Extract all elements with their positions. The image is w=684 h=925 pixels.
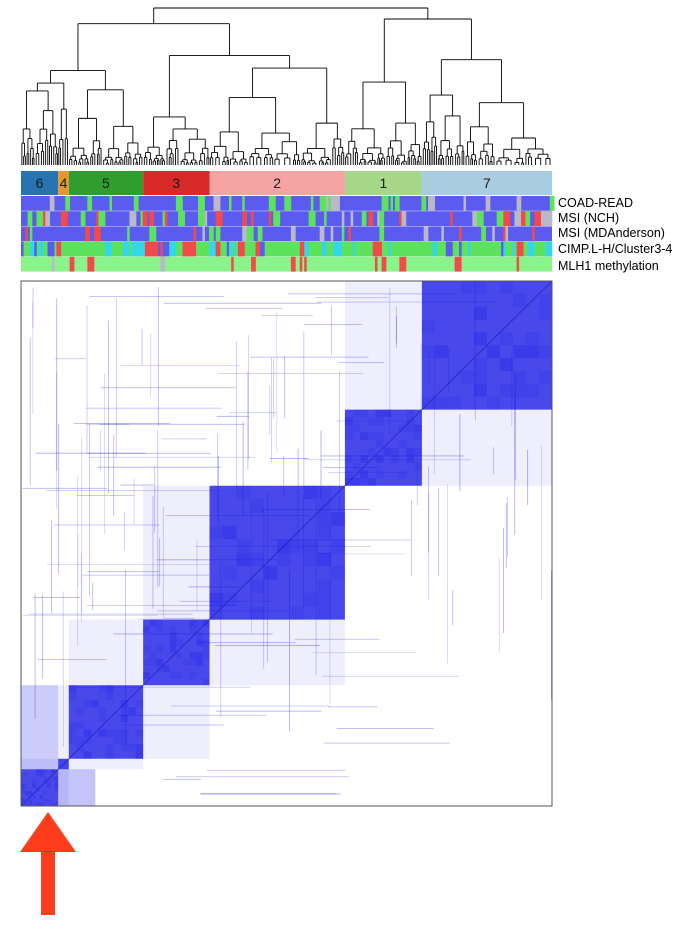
cluster-label-1: 1 — [380, 175, 388, 191]
consensus-block-7 — [421, 281, 552, 410]
track-label-msi-nch: MSI (NCH) — [558, 211, 619, 225]
cluster-label-4: 4 — [60, 175, 68, 191]
cluster-bar-3 — [143, 171, 210, 195]
consensus-block-5 — [68, 685, 144, 759]
heatmap-frame — [20, 280, 553, 807]
track-label-cimp: CIMP.L-H/Cluster3-4 — [558, 242, 672, 256]
track-label-coad-read: COAD-READ — [558, 196, 633, 210]
cluster-bar-4 — [58, 171, 69, 195]
cluster-label-5: 5 — [102, 175, 110, 191]
track-row-5 — [21, 256, 552, 272]
consensus-block-6 — [21, 769, 59, 806]
annotation-tracks — [21, 196, 555, 272]
consensus-block-4 — [58, 758, 69, 770]
track-label-msi-mdanderson: MSI (MDAnderson) — [558, 226, 665, 240]
arrow-shaft — [41, 845, 55, 915]
dendrogram — [21, 7, 551, 165]
cluster-6-arrow — [20, 812, 76, 915]
track-row-3 — [21, 226, 552, 242]
track-row-2 — [21, 211, 553, 226]
cluster-bar-2 — [209, 171, 345, 195]
cluster-label-2: 2 — [273, 175, 281, 191]
track-labels: COAD-READ MSI (NCH) MSI (MDAnderson) CIM… — [558, 196, 672, 273]
track-label-mlh1: MLH1 methylation — [558, 259, 659, 273]
heatmap-matrix — [20, 280, 553, 807]
cluster-bar-1 — [344, 171, 422, 195]
cluster-label-7: 7 — [483, 175, 491, 191]
consensus-block-2 — [209, 485, 345, 620]
cluster-label-3: 3 — [172, 175, 180, 191]
track-row-4 — [21, 241, 553, 257]
cluster-bar-6 — [21, 171, 59, 195]
track-row-1 — [21, 196, 555, 211]
consensus-block-3 — [143, 619, 210, 686]
consensus-block-1 — [344, 409, 422, 486]
arrow-head — [20, 812, 76, 852]
cluster-bar-5 — [68, 171, 144, 195]
cluster-label-6: 6 — [36, 175, 44, 191]
cluster-bar-7 — [421, 171, 552, 195]
